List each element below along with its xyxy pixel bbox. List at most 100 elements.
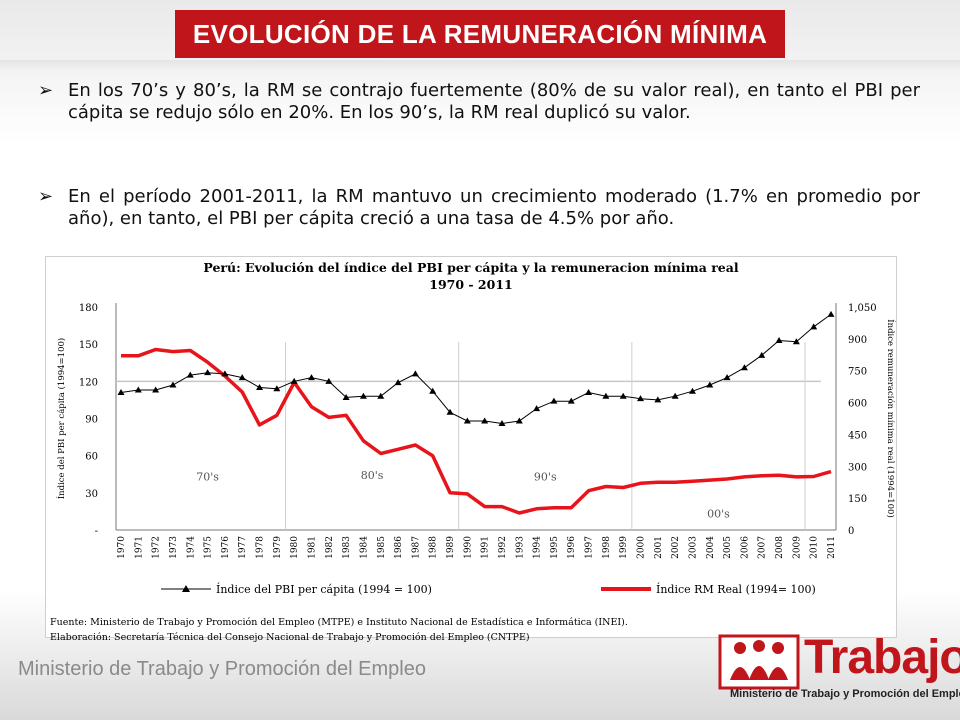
x-tick-label: 2001: [654, 536, 664, 559]
x-tick-label: 1989: [446, 536, 456, 559]
pbi-point: [533, 405, 541, 412]
x-tick-label: 1990: [463, 536, 473, 559]
x-tick-label: 1973: [169, 536, 179, 559]
pbi-point: [602, 392, 610, 399]
x-tick-label: 1995: [550, 536, 560, 559]
pbi-point: [515, 417, 523, 424]
title-shadow: [0, 60, 960, 72]
pbi-point: [775, 336, 783, 343]
x-tick-label: 1972: [152, 536, 162, 559]
x-tick-label: 2000: [637, 536, 647, 559]
pbi-point: [221, 370, 229, 377]
y2-axis-label: Índice remuneración mínima real (1994=10…: [885, 319, 896, 518]
arrow-bullet-icon: ➢: [38, 186, 54, 207]
x-tick-label: 1982: [325, 536, 335, 559]
x-tick-label: 1983: [342, 536, 352, 559]
pbi-point: [758, 351, 766, 358]
pbi-point: [377, 392, 385, 399]
slide-title: EVOLUCIÓN DE LA REMUNERACIÓN MÍNIMA: [175, 10, 785, 58]
right-tick-label: 1,050: [848, 303, 877, 314]
people-logo-icon: [718, 634, 800, 690]
elaboration-line: Elaboración: Secretaría Técnica del Cons…: [50, 632, 530, 643]
x-tick-label: 1980: [290, 536, 300, 559]
pbi-rm-chart: Perú: Evolución del índice del PBI per c…: [55, 260, 896, 596]
x-tick-label: 2010: [810, 536, 820, 559]
x-tick-label: 1974: [186, 536, 196, 559]
x-tick-label: 2005: [723, 536, 733, 559]
x-tick-label: 1977: [238, 536, 248, 559]
x-tick-label: 2003: [688, 536, 698, 559]
pbi-point: [723, 374, 731, 381]
x-tick-label: 1999: [619, 536, 629, 559]
pbi-point: [238, 374, 246, 381]
x-tick-label: 1992: [498, 536, 508, 559]
legend-pbi-marker: [182, 585, 190, 592]
logo-word: Trabajo: [804, 631, 960, 684]
pbi-point: [429, 387, 437, 394]
pbi-point: [567, 397, 575, 404]
pbi-point: [325, 377, 333, 384]
source-line: Fuente: Ministerio de Trabajo y Promoció…: [50, 617, 628, 628]
right-tick-label: 600: [848, 399, 867, 410]
x-tick-label: 1997: [585, 536, 595, 559]
pbi-point: [394, 379, 402, 386]
right-tick-label: 900: [848, 335, 867, 346]
x-tick-label: 2002: [671, 536, 681, 559]
pbi-point: [290, 377, 298, 384]
pbi-point: [740, 364, 748, 371]
right-tick-label: 750: [848, 367, 867, 378]
pbi-point: [134, 386, 142, 393]
pbi-point: [256, 384, 264, 391]
x-tick-label: 2008: [775, 536, 785, 559]
pbi-point: [342, 393, 350, 400]
pbi-point: [359, 392, 367, 399]
legend-rm-label: Índice RM Real (1994= 100): [656, 582, 816, 596]
pbi-point: [619, 392, 627, 399]
x-tick-label: 1976: [221, 536, 231, 559]
pbi-point: [169, 381, 177, 388]
x-tick-label: 2009: [792, 536, 802, 559]
x-tick-label: 2011: [827, 536, 837, 559]
rm-real-line: [121, 347, 832, 515]
arrow-bullet-icon: ➢: [38, 80, 54, 101]
pbi-point: [706, 381, 714, 388]
x-tick-label: 2004: [706, 536, 716, 559]
left-tick-label: 60: [85, 452, 98, 463]
x-tick-label: 1991: [481, 536, 491, 559]
pbi-point: [117, 388, 125, 395]
x-tick-label: 1985: [377, 536, 387, 559]
pbi-point: [671, 392, 679, 399]
pbi-point: [637, 395, 645, 402]
left-tick-label: 90: [85, 415, 98, 426]
bullet-2: ➢ En el período 2001-2011, la RM mantuvo…: [38, 186, 920, 230]
pbi-point: [152, 386, 160, 393]
left-tick-label: 180: [79, 303, 98, 314]
x-tick-label: 1970: [117, 536, 127, 559]
x-tick-label: 1971: [134, 536, 144, 559]
pbi-point: [307, 374, 315, 381]
pbi-point: [273, 385, 281, 392]
x-tick-label: 1979: [273, 536, 283, 559]
x-tick-label: 2007: [758, 536, 768, 559]
left-tick-label: 30: [85, 489, 98, 500]
left-tick-label: 120: [79, 377, 98, 388]
pbi-point: [186, 371, 194, 378]
decade-label: 80's: [361, 469, 384, 482]
chart-subtitle: 1970 - 2011: [429, 277, 512, 292]
chart-title: Perú: Evolución del índice del PBI per c…: [203, 260, 738, 275]
right-tick-label: 450: [848, 430, 867, 441]
x-tick-label: 1981: [307, 536, 317, 559]
bullet-2-text: En el período 2001-2011, la RM mantuvo u…: [68, 186, 920, 229]
x-tick-label: 2006: [740, 536, 750, 559]
x-tick-label: 1993: [515, 536, 525, 559]
right-tick-label: 300: [848, 462, 867, 473]
bullet-1: ➢ En los 70’s y 80’s, la RM se contrajo …: [38, 80, 920, 124]
logo-subtitle: Ministerio de Trabajo y Promoción del Em…: [730, 688, 960, 700]
footer-ministry: Ministerio de Trabajo y Promoción del Em…: [18, 658, 426, 680]
x-tick-label: 1996: [567, 536, 577, 559]
left-tick-label: 150: [79, 340, 98, 351]
pbi-point: [585, 388, 593, 395]
pbi-point: [204, 369, 212, 376]
x-tick-label: 1998: [602, 536, 612, 559]
x-tick-label: 1994: [533, 536, 543, 559]
